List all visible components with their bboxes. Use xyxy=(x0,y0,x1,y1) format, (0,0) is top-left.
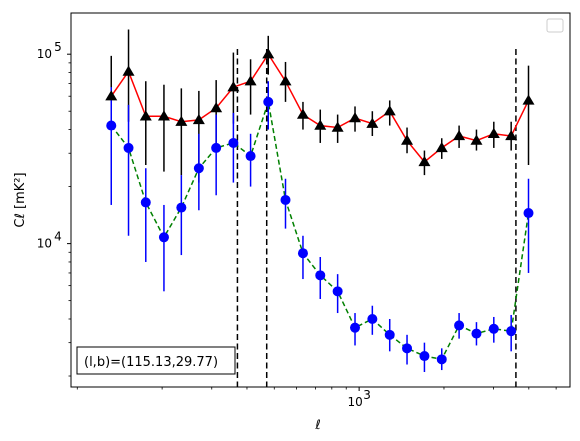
series-1-point-14 xyxy=(350,322,361,333)
series-1-point-15 xyxy=(367,313,378,324)
series-1-point-12 xyxy=(315,270,326,281)
series-0-point-14 xyxy=(349,112,362,123)
series-0-point-16 xyxy=(383,105,396,116)
series-0-point-2 xyxy=(139,110,152,121)
data-markers xyxy=(105,48,535,365)
annotation-text: (l,b)=(115.13,29.77) xyxy=(84,355,218,370)
series-1-point-8 xyxy=(245,151,256,162)
series-0-point-11 xyxy=(296,108,309,119)
x-tick-label-exp-0: 3 xyxy=(363,388,371,402)
y-tick-label-exp-0: 4 xyxy=(54,230,62,244)
series-0-point-13 xyxy=(331,121,344,132)
series-1-point-6 xyxy=(211,142,222,153)
annotation-frame xyxy=(76,346,236,375)
y-tick-label-1: 10 xyxy=(37,47,52,61)
series-1-point-20 xyxy=(454,320,465,331)
series-0-point-20 xyxy=(453,129,466,141)
series-0-point-21 xyxy=(470,134,483,145)
y-axis-label: Cℓ [mK²] xyxy=(13,172,28,227)
series-1-point-5 xyxy=(193,163,204,174)
series-0-point-9 xyxy=(262,48,275,59)
series-0-point-8 xyxy=(244,75,257,86)
series-0-point-6 xyxy=(210,101,223,113)
series-1-point-16 xyxy=(384,329,395,340)
annotation-box: (l,b)=(115.13,29.77) xyxy=(76,346,236,375)
legend-box xyxy=(546,18,564,33)
series-1-point-21 xyxy=(471,328,482,339)
series-1-point-22 xyxy=(488,323,499,334)
x-tick-label-0: 10 xyxy=(347,395,362,409)
series-0-point-3 xyxy=(157,110,170,121)
x-axis-label: ℓ xyxy=(314,418,320,433)
series-0-point-17 xyxy=(401,134,414,145)
series-0-point-10 xyxy=(279,75,292,86)
series-0-point-15 xyxy=(366,117,379,128)
series-1-point-1 xyxy=(123,142,134,153)
series-1-point-7 xyxy=(228,137,239,148)
series-0-point-1 xyxy=(122,65,135,76)
plot-area-frame xyxy=(70,12,571,388)
series-0-point-12 xyxy=(314,119,327,130)
series-0-point-19 xyxy=(435,141,448,153)
series-0-point-22 xyxy=(487,127,500,138)
series-1-point-2 xyxy=(140,197,151,208)
series-0-point-4 xyxy=(175,115,188,126)
y-tick-label-exp-1: 5 xyxy=(54,40,62,54)
series-1-point-23 xyxy=(506,326,517,337)
series-1-point-10 xyxy=(280,194,291,205)
series-0-point-18 xyxy=(418,155,431,167)
series-1-point-11 xyxy=(297,248,308,259)
series-0-point-0 xyxy=(105,90,118,101)
series-0-point-24 xyxy=(522,94,535,105)
series-1-point-9 xyxy=(263,96,274,107)
series-1-point-17 xyxy=(402,343,413,354)
series-1-point-4 xyxy=(176,202,187,213)
series-0-point-5 xyxy=(192,113,205,125)
series-1-point-24 xyxy=(523,208,534,219)
series-0-point-7 xyxy=(227,81,240,92)
series-1-point-19 xyxy=(436,354,447,365)
series-1-point-13 xyxy=(332,286,343,297)
series-0-point-23 xyxy=(505,129,518,141)
series-1-point-3 xyxy=(158,232,169,243)
series-1-point-18 xyxy=(419,351,430,362)
y-tick-label-0: 10 xyxy=(37,237,52,251)
series-1-point-0 xyxy=(106,120,117,131)
